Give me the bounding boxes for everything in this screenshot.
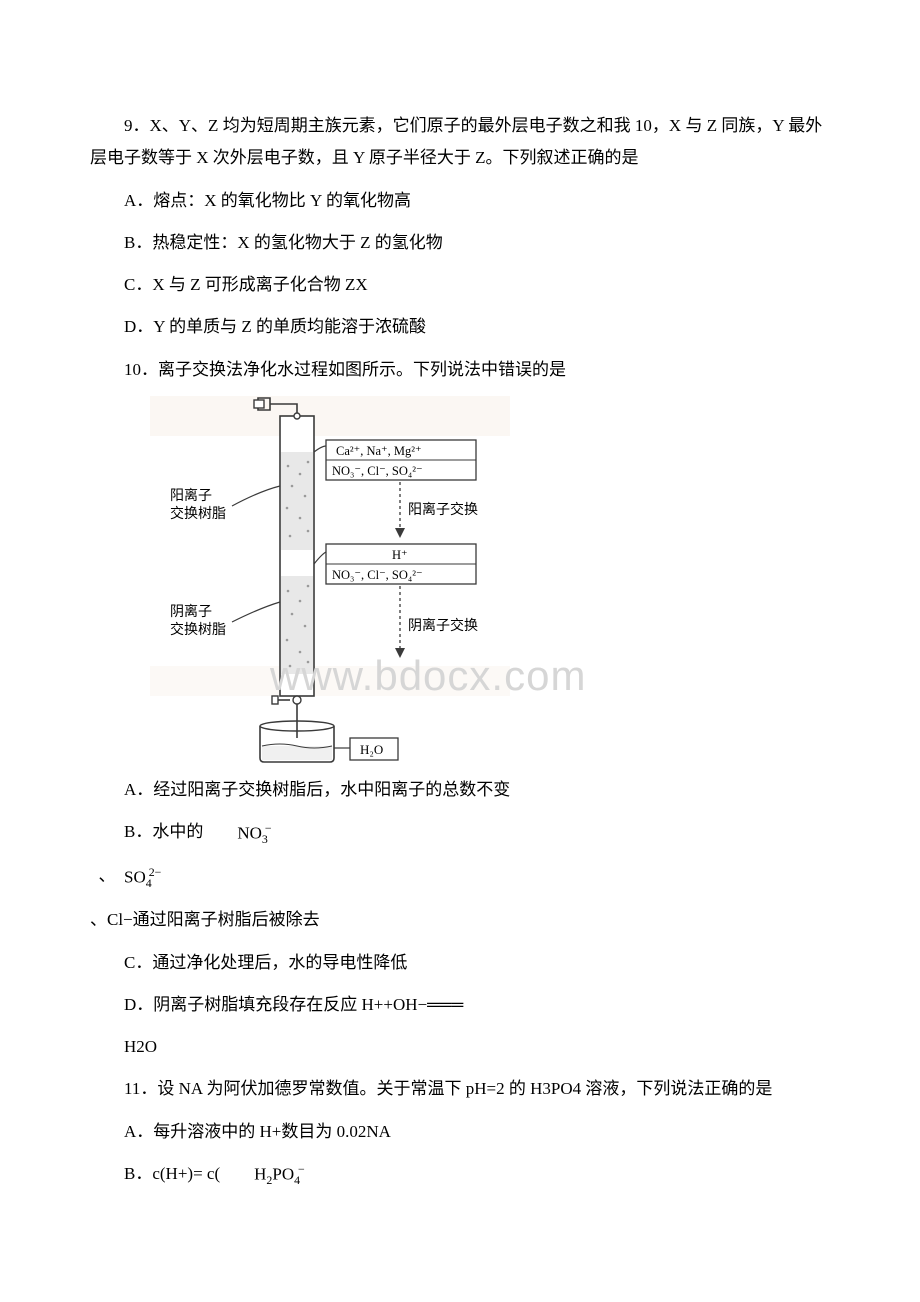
q10-opt-b-f1: NO3−: [203, 817, 271, 851]
q10-stem: 10．离子交换法净化水过程如图所示。下列说法中错误的是: [90, 354, 830, 386]
label-anion-resin-1: 阴离子: [170, 603, 212, 620]
label-cation-resin-2: 交换树脂: [170, 505, 226, 522]
q9-opt-a: A．熔点：X 的氧化物比 Y 的氧化物高: [90, 185, 830, 217]
q10-opt-b-pre: B．水中的: [124, 822, 203, 841]
q11-opt-b-f: H2PO4−: [220, 1158, 305, 1192]
mid-ions: NO₃⁻, Cl⁻, SO₄²⁻: [332, 568, 423, 582]
q9-stem: 9．X、Y、Z 均为短周期主族元素，它们原子的最外层电子数之和我 10，X 与 …: [90, 110, 830, 175]
q10-opt-b-f2: SO42−: [116, 861, 162, 895]
q10-opt-d: D．阴离子树脂填充段存在反应 H++OH−═══: [90, 989, 830, 1021]
mid-h: H⁺: [392, 548, 408, 562]
label-anion-resin-2: 交换树脂: [170, 621, 226, 638]
label-h2o: H₂O: [360, 742, 383, 757]
top-ions-line1: Ca²⁺, Na⁺, Mg²⁺: [336, 444, 422, 458]
q10-opt-b-line2: 、SO42−: [90, 860, 830, 894]
label-cation-exchange: 阳离子交换: [408, 501, 478, 518]
q11-stem: 11．设 NA 为阿伏加德罗常数值。关于常温下 pH=2 的 H3PO4 溶液，…: [90, 1073, 830, 1105]
label-anion-exchange: 阴离子交换: [408, 617, 478, 634]
label-cation-resin-1: 阳离子: [170, 487, 212, 504]
q10-opt-a: A．经过阳离子交换树脂后，水中阳离子的总数不变: [90, 774, 830, 806]
q9-opt-d: D．Y 的单质与 Z 的单质均能溶于浓硫酸: [90, 311, 830, 343]
ion-exchange-figure: 阳离子 交换树脂 阴离子 交换树脂 Ca²⁺, Na⁺, Mg²⁺ NO₃⁻, …: [150, 396, 510, 766]
q11-opt-a: A．每升溶液中的 H+数目为 0.02NA: [90, 1116, 830, 1148]
q10-opt-b-sep: 、: [99, 866, 116, 885]
ion-exchange-svg: 阳离子 交换树脂 阴离子 交换树脂 Ca²⁺, Na⁺, Mg²⁺ NO₃⁻, …: [150, 396, 510, 766]
q10-opt-b-line1: B．水中的NO3−: [90, 816, 830, 850]
top-ions-line2: NO₃⁻, Cl⁻, SO₄²⁻: [332, 464, 423, 478]
q10-h2o: H2O: [90, 1031, 830, 1063]
q9-opt-b: B．热稳定性：X 的氢化物大于 Z 的氢化物: [90, 227, 830, 259]
q10-opt-c: C．通过净化处理后，水的导电性降低: [90, 947, 830, 979]
q9-opt-c: C．X 与 Z 可形成离子化合物 ZX: [90, 269, 830, 301]
q11-opt-b-pre: B．c(H+)= c(: [124, 1164, 220, 1183]
q10-opt-b-line3: 、Cl−通过阳离子树脂后被除去: [90, 904, 830, 936]
q11-opt-b: B．c(H+)= c(H2PO4−: [90, 1158, 830, 1192]
